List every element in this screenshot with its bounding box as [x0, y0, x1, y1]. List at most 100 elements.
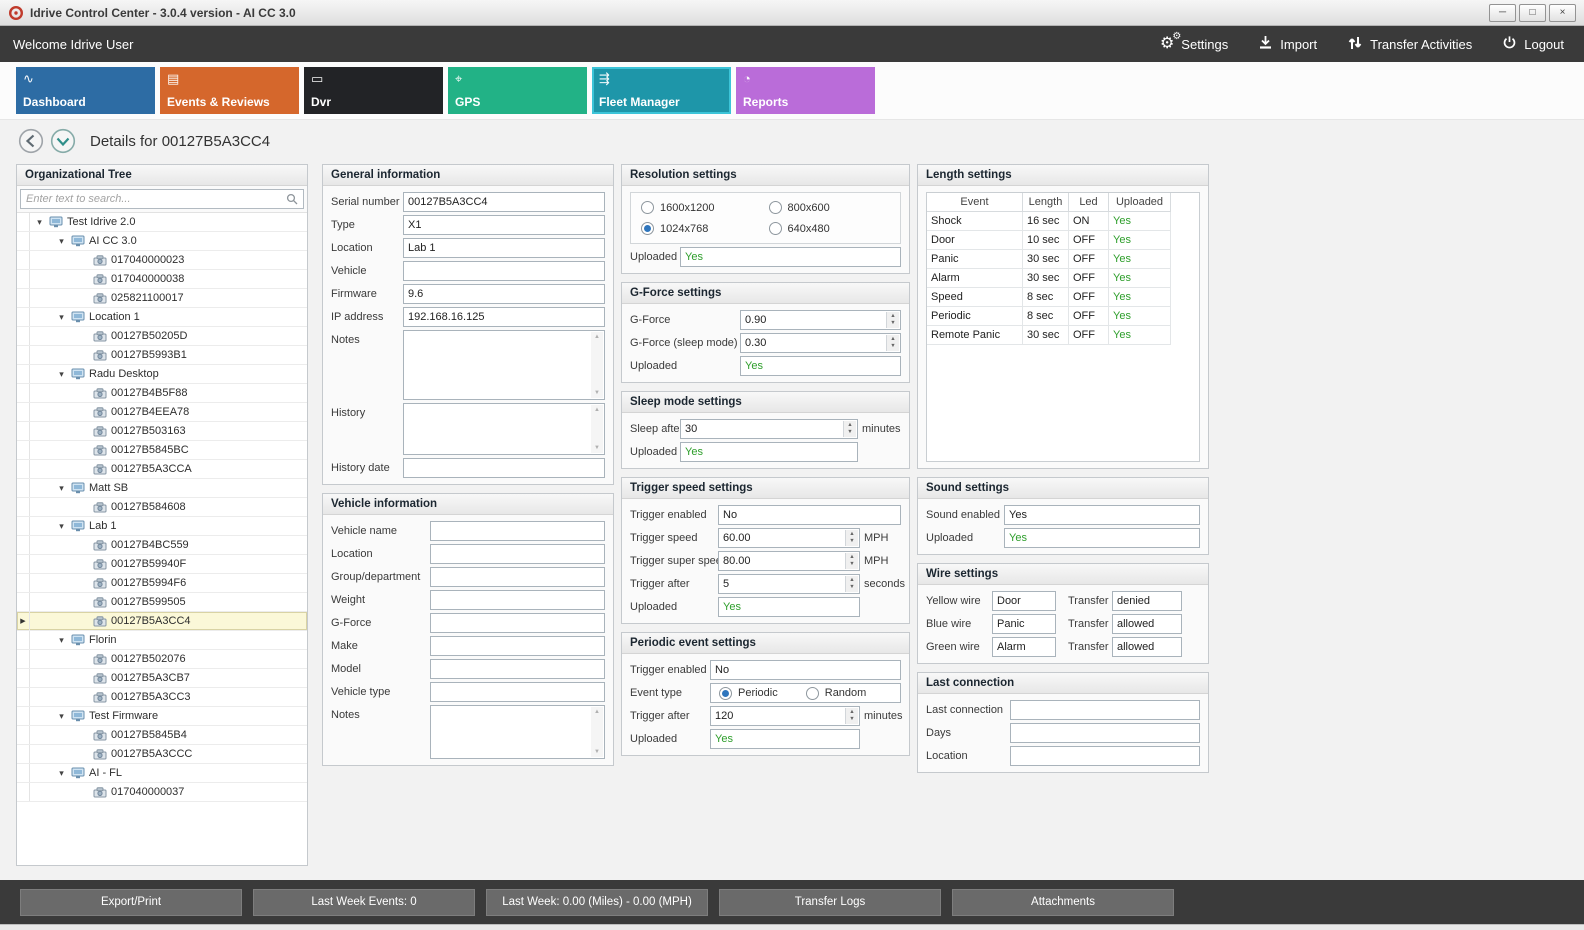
wire-event-input[interactable]: Door: [992, 591, 1056, 611]
scrollbar[interactable]: ▲ ▼: [591, 707, 603, 757]
table-row[interactable]: Remote Panic 30 sec OFF Yes: [927, 326, 1199, 345]
import-button[interactable]: Import: [1258, 35, 1317, 53]
expand-arrow-icon[interactable]: ▾: [59, 482, 64, 493]
back-button[interactable]: [18, 128, 44, 154]
table-row[interactable]: Shock 16 sec ON Yes: [927, 212, 1199, 231]
minimize-button[interactable]: ─: [1489, 3, 1516, 22]
field-input[interactable]: ▲▼ ▲▼: [430, 659, 605, 679]
resolution-radio[interactable]: 1600x1200: [641, 201, 763, 214]
table-row[interactable]: Panic 30 sec OFF Yes: [927, 250, 1199, 269]
tab-reports[interactable]: ◔ Reports: [736, 67, 875, 114]
tree-node[interactable]: ▶ ▾ AI - FL: [17, 764, 307, 783]
expand-arrow-icon[interactable]: ▾: [59, 520, 64, 531]
expand-arrow-icon[interactable]: ▾: [59, 368, 64, 379]
tree-node[interactable]: ▶ ▾ 00127B4B5F88: [17, 384, 307, 403]
tab-gps[interactable]: ⌖ GPS: [448, 67, 587, 114]
field-input[interactable]: ▲▼ ▲▼: [403, 261, 605, 281]
scrollbar[interactable]: ▲ ▼: [591, 405, 603, 453]
expand-down-button[interactable]: [50, 128, 76, 154]
field-input[interactable]: ▲▼ ▲▼: [430, 567, 605, 587]
bottom-bar-button[interactable]: Last Week: 0.00 (Miles) - 0.00 (MPH): [486, 888, 708, 916]
tree-node[interactable]: ▶ ▾ Matt SB: [17, 479, 307, 498]
field-input[interactable]: ▲▼ ▲▼: [403, 458, 605, 478]
tree-node[interactable]: ▶ ▾ 00127B5994F6: [17, 574, 307, 593]
field-input[interactable]: 60.00 ▲ ▼: [718, 528, 860, 548]
field-input[interactable]: No ▲▼: [710, 660, 901, 680]
wire-event-input[interactable]: Alarm: [992, 637, 1056, 657]
field-input[interactable]: 5 ▲ ▼: [718, 574, 860, 594]
tree-node[interactable]: ▶ ▾ Location 1: [17, 308, 307, 327]
tree-node[interactable]: ▶ ▾ Test Firmware: [17, 707, 307, 726]
field-input[interactable]: ▲▼ ▲▼: [403, 330, 605, 400]
table-row[interactable]: Alarm 30 sec OFF Yes: [927, 269, 1199, 288]
tree-node[interactable]: ▶ ▾ 017040000037: [17, 783, 307, 802]
field-input[interactable]: Yes: [1004, 528, 1200, 548]
field-input[interactable]: No ▲▼: [718, 505, 901, 525]
bottom-bar-button[interactable]: Export/Print: [20, 888, 242, 916]
field-input[interactable]: ▲▼ ▲▼: [430, 636, 605, 656]
spinner-buttons[interactable]: ▲ ▼: [845, 576, 858, 592]
bottom-bar-button[interactable]: Last Week Events: 0: [253, 888, 475, 916]
spinner-buttons[interactable]: ▲ ▼: [845, 530, 858, 546]
field-input[interactable]: Yes ▲▼: [740, 356, 901, 376]
tab-events-reviews[interactable]: ▤ Events & Reviews: [160, 67, 299, 114]
expand-arrow-icon[interactable]: ▾: [59, 235, 64, 246]
logout-button[interactable]: Logout: [1502, 35, 1564, 53]
expand-arrow-icon[interactable]: ▾: [59, 710, 64, 721]
tree-node[interactable]: ▶ ▾ 00127B50205D: [17, 327, 307, 346]
tree-node[interactable]: ▶ ▾ AI CC 3.0: [17, 232, 307, 251]
tree-node[interactable]: ▶ ▾ 00127B5A3CB7: [17, 669, 307, 688]
tree-node[interactable]: ▶ ▾ 025821100017: [17, 289, 307, 308]
field-input[interactable]: ▲▼ ▲▼: [430, 613, 605, 633]
resolution-radio[interactable]: 1024x768: [641, 222, 763, 235]
tree-node[interactable]: ▶ ▾ Florin: [17, 631, 307, 650]
tree-node[interactable]: ▶ ▾ Test Idrive 2.0: [17, 213, 307, 232]
tree-node[interactable]: ▶ ▾ 00127B5A3CC4: [17, 612, 307, 631]
field-input[interactable]: Yes ▲▼: [680, 442, 858, 462]
settings-button[interactable]: ⚙ ⚙ Settings: [1160, 32, 1228, 52]
field-input[interactable]: 0.90 ▲ ▼: [740, 310, 901, 330]
expand-arrow-icon[interactable]: ▾: [59, 634, 64, 645]
wire-transfer-input[interactable]: denied: [1112, 591, 1182, 611]
field-input[interactable]: 9.6 ▲▼ ▲▼: [403, 284, 605, 304]
field-input[interactable]: ▲▼ ▲▼: [430, 590, 605, 610]
spinner-buttons[interactable]: ▲ ▼: [886, 335, 899, 351]
wire-transfer-input[interactable]: allowed: [1112, 637, 1182, 657]
spinner-buttons[interactable]: ▲ ▼: [845, 708, 858, 724]
tree-node[interactable]: ▶ ▾ Lab 1: [17, 517, 307, 536]
tree-node[interactable]: ▶ ▾ 00127B5993B1: [17, 346, 307, 365]
field-input[interactable]: Yes ▲▼: [710, 729, 860, 749]
field-input[interactable]: 0.30 ▲ ▼: [740, 333, 901, 353]
tree-node[interactable]: ▶ ▾ 00127B5845B4: [17, 726, 307, 745]
tree-node[interactable]: ▶ ▾ 00127B502076: [17, 650, 307, 669]
tree-node[interactable]: ▶ ▾ 00127B599505: [17, 593, 307, 612]
tree-node[interactable]: ▶ ▾ 00127B5A3CCA: [17, 460, 307, 479]
field-input[interactable]: 80.00 ▲ ▼: [718, 551, 860, 571]
resolution-radio[interactable]: 640x480: [768, 222, 891, 235]
tree-node[interactable]: ▶ ▾ 00127B59940F: [17, 555, 307, 574]
field-input[interactable]: Yes: [1004, 505, 1200, 525]
tab-dvr[interactable]: ▭ Dvr: [304, 67, 443, 114]
table-row[interactable]: Door 10 sec OFF Yes: [927, 231, 1199, 250]
field-input[interactable]: 120 ▲ ▼: [710, 706, 860, 726]
field-input[interactable]: Yes ▲▼: [718, 597, 860, 617]
event-type-radio[interactable]: Periodic: [719, 686, 778, 700]
wire-event-input[interactable]: Panic: [992, 614, 1056, 634]
tree-node[interactable]: ▶ ▾ 00127B5845BC: [17, 441, 307, 460]
field-input[interactable]: Lab 1 ▲▼ ▲▼: [403, 238, 605, 258]
transfer-activities-button[interactable]: Transfer Activities: [1347, 35, 1472, 54]
field-input[interactable]: ▲▼ ▲▼: [430, 521, 605, 541]
resolution-radio[interactable]: 800x600: [768, 201, 891, 214]
search-input[interactable]: [20, 189, 304, 209]
tree-node[interactable]: ▶ ▾ 00127B503163: [17, 422, 307, 441]
field-input[interactable]: ▲▼ ▲▼: [430, 544, 605, 564]
bottom-bar-button[interactable]: Transfer Logs: [719, 888, 941, 916]
field-input[interactable]: [1010, 723, 1200, 743]
spinner-buttons[interactable]: ▲ ▼: [886, 312, 899, 328]
spinner-buttons[interactable]: ▲ ▼: [845, 553, 858, 569]
tree-node[interactable]: ▶ ▾ 017040000023: [17, 251, 307, 270]
tree-node[interactable]: ▶ ▾ Radu Desktop: [17, 365, 307, 384]
tree-node[interactable]: ▶ ▾ 00127B5A3CCC: [17, 745, 307, 764]
tree-node[interactable]: ▶ ▾ 00127B4BC559: [17, 536, 307, 555]
field-input[interactable]: [1010, 746, 1200, 766]
